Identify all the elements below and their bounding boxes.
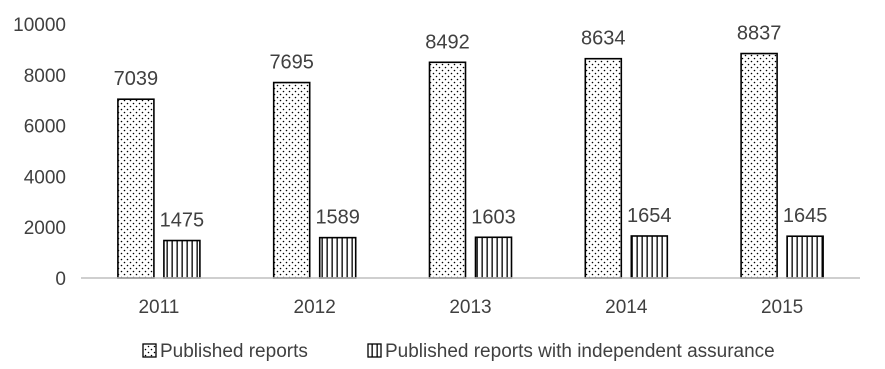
data-labels: 7039 1475 7695 1589 8492 1603 8634 1654 8837 1645	[114, 23, 828, 232]
data-label: 1589	[315, 207, 360, 229]
y-tick-label: 8000	[24, 66, 66, 87]
y-axis-ticks: 0 2000 4000 6000 8000 10000	[13, 15, 66, 290]
y-tick-label: 0	[55, 269, 66, 290]
y-tick-label: 2000	[24, 218, 66, 239]
bar-independent-assurance-2014	[630, 235, 669, 279]
x-axis-ticks: 2011 2012 2013 2014 2015	[138, 297, 803, 318]
data-label: 8492	[425, 31, 470, 53]
y-tick-label: 10000	[13, 15, 66, 36]
bar-published-reports-2014	[584, 57, 623, 279]
bar-independent-assurance-2013	[474, 236, 513, 279]
bar-independent-assurance-2011	[163, 239, 201, 279]
data-label: 1475	[160, 210, 205, 232]
bar-published-reports-2013	[428, 61, 467, 279]
legend-label: Published reports with independent assur…	[385, 341, 775, 362]
x-tick-label: 2014	[605, 297, 648, 318]
data-label: 8837	[737, 23, 782, 45]
data-label: 1645	[783, 205, 828, 227]
legend-label: Published reports	[160, 341, 308, 362]
x-tick-label: 2013	[449, 297, 491, 318]
y-tick-label: 4000	[24, 167, 66, 188]
legend: Published reports Published reports with …	[142, 341, 775, 362]
bar-published-reports-2011	[117, 98, 155, 279]
bar-published-reports-2015	[740, 52, 778, 279]
x-tick-label: 2015	[761, 297, 803, 318]
y-tick-label: 6000	[24, 117, 66, 138]
bar-independent-assurance-2015	[786, 235, 824, 279]
data-label: 8634	[581, 28, 626, 50]
data-label: 7039	[114, 68, 159, 90]
x-tick-label: 2012	[294, 297, 336, 318]
x-tick-label: 2011	[138, 297, 179, 318]
legend-swatch-published-reports	[142, 343, 157, 358]
data-label: 1603	[471, 206, 516, 228]
data-label: 7695	[269, 52, 314, 74]
data-label: 1654	[627, 205, 672, 227]
legend-swatch-independent-assurance	[367, 343, 382, 358]
bar-published-reports-2012	[272, 81, 311, 279]
bar-independent-assurance-2012	[318, 236, 357, 279]
bars	[117, 52, 824, 279]
